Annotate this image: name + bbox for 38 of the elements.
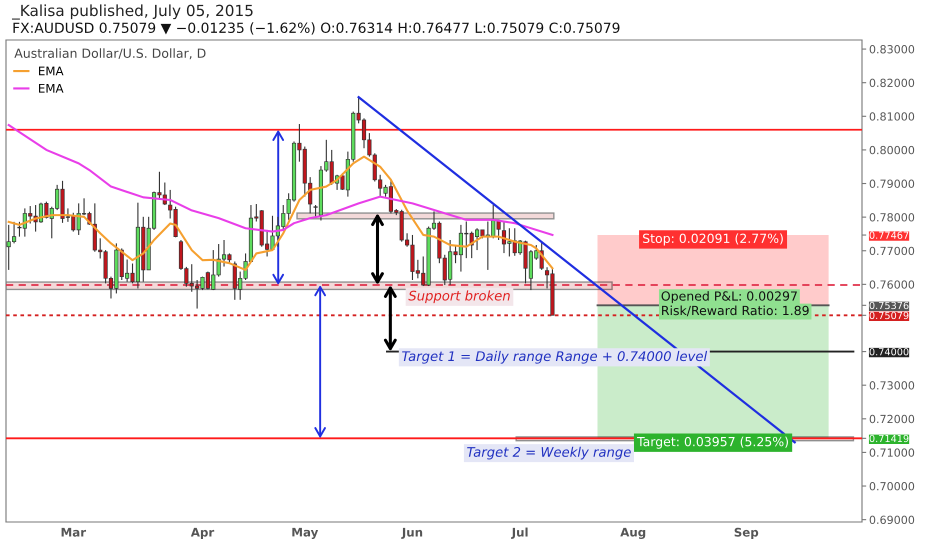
x-tick-label: Jul [511,528,528,539]
annotation: Target 2 = Weekly range [467,446,631,460]
x-tick-label: Aug [620,528,646,539]
y-tick-label: 0.77000 [870,246,914,256]
annotation: Opened P&L: 0.00297 [662,291,797,304]
y-tick-label: 0.78000 [870,213,914,222]
x-tick-label: Mar [62,528,86,537]
y-tick-label: 0.74000 [870,348,909,356]
y-tick-label: 0.75376 [870,302,909,310]
annotation: Support broken [408,290,510,304]
x-tick-label: May [292,528,318,539]
y-tick-label: 0.82000 [870,78,914,88]
y-tick-label: 0.83000 [870,45,914,54]
y-tick-label: 0.72000 [870,414,914,424]
legend-title: Australian Dollar/U.S. Dollar, D [14,48,206,60]
annotation: Risk/Reward Ratio: 1.89 [662,306,809,316]
y-tick-label: 0.71000 [870,448,914,457]
legend-label: EMA [39,84,64,93]
annotation: Target 1 = Daily range Range + 0.74000 level [402,350,708,364]
y-tick-label: 0.73000 [870,381,914,390]
y-tick-label: 0.71419 [870,434,908,442]
y-tick-label: 0.70000 [870,482,914,490]
x-tick-label: Apr [190,528,214,539]
y-tick-label: 0.75079 [870,312,908,320]
band-label: Stop: 0.02091 (2.77%) [643,233,783,246]
y-tick-label: 0.79000 [870,180,914,188]
y-tick-label: 0.77467 [870,232,908,239]
line-series [8,124,554,236]
y-tick-label: 0.81000 [870,112,914,121]
x-tick-label: Sep [734,528,758,539]
chart-subtitle: FX:AUDUSD 0.75079 ▼ −0.01235 (−1.62%) O:0.76314 H:0.76477 L:0.75079 C:0.75079 [13,22,620,35]
x-tick-label: Jun [401,528,422,539]
y-tick-label: 0.80000 [870,146,914,154]
y-tick-label: 0.76000 [870,280,914,289]
legend-label: EMA [39,66,64,76]
band-label: Target: 0.03957 (5.25%) [637,436,788,449]
y-tick-label: 0.69000 [870,516,914,524]
chart-title: _Kalisa published, July 05, 2015 [12,4,253,20]
